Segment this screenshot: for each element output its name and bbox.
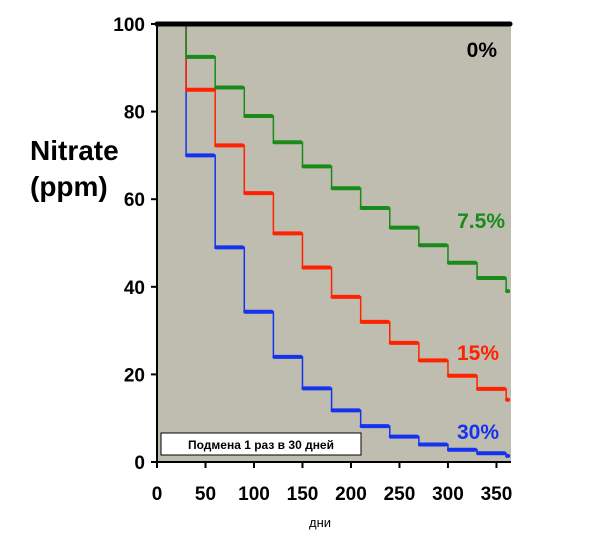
x-tick-label: 200 (335, 484, 367, 505)
y-tick-label: 0 (134, 453, 145, 474)
x-tick-label: 350 (481, 484, 513, 505)
series-label: 30% (457, 421, 499, 444)
series-layer: 30% 15% 7.5% 0% (154, 21, 513, 458)
y-tick-label: 80 (124, 103, 145, 124)
y-tick-label: 100 (113, 15, 145, 36)
note-text: Подмена 1 раз в 30 дней (188, 438, 334, 452)
x-axis-label: дни (309, 515, 331, 530)
y-tick-label: 40 (124, 278, 145, 299)
x-tick-label: 50 (195, 484, 216, 505)
series-label: 7.5% (457, 210, 505, 233)
series-15%: 15% (155, 22, 511, 402)
x-tick-label: 150 (287, 484, 319, 505)
x-tick-label: 300 (432, 484, 464, 505)
series-label: 15% (457, 342, 499, 365)
note-box (160, 432, 362, 456)
y-axis-label-line2: (ppm) (30, 171, 108, 202)
plot-area (157, 24, 511, 462)
y-axis-label-line1: Nitrate (30, 135, 119, 166)
y-tick-label: 20 (124, 365, 145, 386)
series-30%: 30% (155, 22, 511, 458)
series-label: 0% (467, 39, 498, 62)
x-tick-label: 0 (152, 484, 163, 505)
y-tick-label: 60 (124, 190, 145, 211)
series-0%: 0% (154, 21, 513, 62)
series-7.5%: 7.5% (155, 22, 511, 294)
x-tick-label: 100 (238, 484, 270, 505)
axis-layer: 0 20 40 60 80 100 0 50 100 150 200 250 300 350 (113, 15, 512, 505)
x-tick-label: 250 (384, 484, 416, 505)
